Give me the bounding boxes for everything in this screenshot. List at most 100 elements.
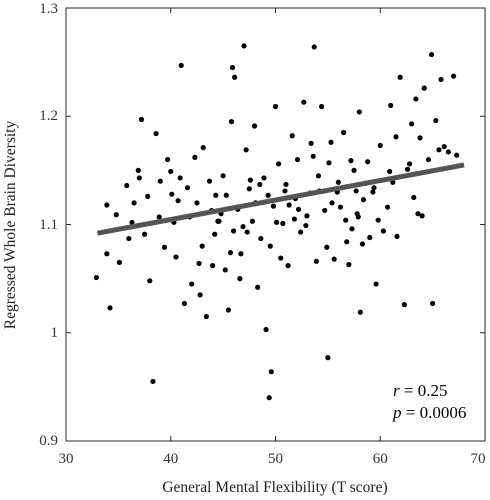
data-point <box>433 117 439 124</box>
data-point <box>231 228 237 234</box>
data-point <box>135 167 141 173</box>
data-point <box>150 378 156 385</box>
data-point <box>409 121 415 127</box>
data-point <box>436 147 442 153</box>
data-point <box>213 192 219 198</box>
data-point <box>406 161 413 167</box>
data-point <box>441 143 447 150</box>
data-point <box>265 192 271 198</box>
data-point <box>232 74 238 80</box>
data-point <box>113 212 119 218</box>
data-point <box>243 147 249 153</box>
data-point <box>138 116 145 123</box>
data-point <box>240 224 246 230</box>
ytick-label: 0.9 <box>39 433 58 449</box>
data-point <box>136 175 142 181</box>
data-point <box>282 188 288 194</box>
data-point <box>359 241 366 247</box>
data-point <box>212 231 218 237</box>
data-point <box>365 159 371 165</box>
data-point <box>197 292 203 298</box>
xtick-label: 70 <box>471 451 486 467</box>
data-point <box>199 243 205 249</box>
p-symbol: p <box>392 403 402 422</box>
ytick-label: 1.2 <box>39 108 58 124</box>
data-point <box>181 300 187 307</box>
data-point <box>237 276 243 282</box>
ytick-label: 1 <box>51 325 59 341</box>
ytick-label: 1.1 <box>39 217 58 233</box>
data-point <box>380 228 386 234</box>
data-point <box>177 175 183 181</box>
data-point <box>413 96 419 102</box>
data-point <box>280 220 286 227</box>
data-point <box>228 119 235 125</box>
data-point <box>388 102 394 109</box>
xtick-label: 30 <box>59 451 74 467</box>
data-point <box>356 109 362 115</box>
data-point <box>255 284 261 290</box>
data-point <box>206 178 213 184</box>
data-point <box>289 133 295 139</box>
data-point <box>415 211 421 217</box>
data-point <box>168 168 174 175</box>
data-point <box>147 278 153 284</box>
data-point <box>225 307 231 313</box>
data-point <box>126 235 132 242</box>
data-point <box>311 44 317 50</box>
data-point <box>401 302 407 308</box>
data-point <box>251 123 258 129</box>
data-point <box>355 214 361 220</box>
data-point <box>192 154 198 160</box>
data-point <box>329 200 335 206</box>
data-point <box>263 326 269 333</box>
data-point <box>351 167 357 173</box>
data-point <box>194 200 200 206</box>
data-point <box>153 130 159 137</box>
x-axis-title: General Mental Flexibility (T score) <box>162 479 387 496</box>
data-point <box>331 256 337 262</box>
data-point <box>371 185 377 191</box>
data-point <box>324 244 330 250</box>
data-point <box>428 51 435 58</box>
data-point <box>373 281 379 287</box>
data-point <box>257 181 263 188</box>
data-point <box>343 217 349 223</box>
data-point <box>337 204 344 210</box>
data-point <box>104 251 110 257</box>
data-point <box>93 274 99 281</box>
data-point <box>161 244 168 250</box>
y-axis-title: Regressed Whole Brain Diversity <box>2 121 19 330</box>
data-point <box>241 43 247 49</box>
data-point <box>210 263 216 269</box>
xtick-label: 40 <box>163 451 178 467</box>
data-point <box>304 213 310 219</box>
regression-line <box>96 162 465 236</box>
data-point <box>326 160 332 166</box>
data-point <box>258 235 264 242</box>
data-point <box>310 153 316 159</box>
data-point <box>425 156 432 163</box>
data-point <box>294 156 301 163</box>
data-point <box>357 309 363 315</box>
data-point <box>404 166 411 172</box>
r-symbol: r <box>393 381 400 400</box>
data-point <box>384 204 391 210</box>
data-point <box>267 243 273 249</box>
data-point <box>203 313 209 320</box>
ytick-label: 1.3 <box>39 1 58 17</box>
data-point <box>272 103 279 110</box>
data-point <box>285 263 291 269</box>
data-point <box>353 188 359 194</box>
data-point <box>325 355 331 361</box>
data-point <box>313 258 319 264</box>
data-point <box>175 198 181 204</box>
data-point <box>223 192 229 198</box>
data-point <box>129 219 135 225</box>
data-point <box>124 182 130 189</box>
data-point <box>322 207 328 214</box>
data-point <box>318 103 325 110</box>
data-point <box>328 139 334 145</box>
data-point <box>340 129 347 136</box>
